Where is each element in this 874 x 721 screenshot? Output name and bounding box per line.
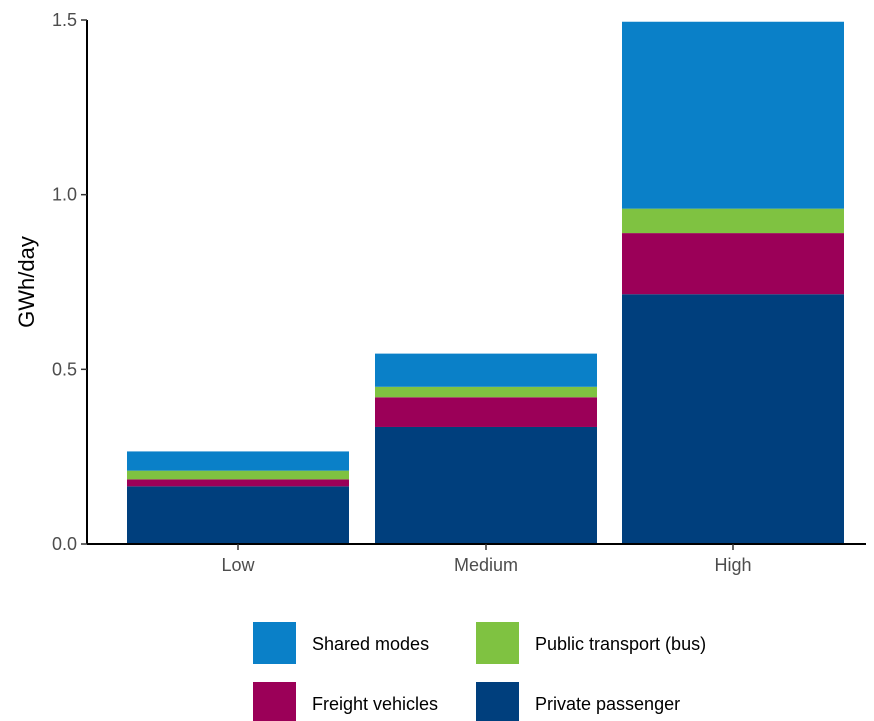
bar-high-public-transport-bus xyxy=(622,208,844,234)
bar-low-freight-vehicles xyxy=(127,479,349,487)
legend-swatch xyxy=(476,682,519,721)
bars-group xyxy=(127,21,844,544)
bar-low-shared-modes xyxy=(127,451,349,471)
legend-swatch xyxy=(253,622,296,664)
legend-label: Shared modes xyxy=(312,634,429,654)
legend-label: Public transport (bus) xyxy=(535,634,706,654)
bar-medium-private-passenger xyxy=(375,426,597,544)
x-tick-label: Medium xyxy=(454,555,518,575)
y-tick-label: 0.5 xyxy=(52,359,77,379)
bar-medium-public-transport-bus xyxy=(375,386,597,398)
y-tick-label: 1.0 xyxy=(52,185,77,205)
x-tick-label: High xyxy=(714,555,751,575)
axes-group xyxy=(86,20,866,545)
y-tick-label: 0.0 xyxy=(52,534,77,554)
legend-label: Private passenger xyxy=(535,694,680,714)
legend-swatch xyxy=(476,622,519,664)
bar-high-private-passenger xyxy=(622,294,844,544)
x-tick-label: Low xyxy=(221,555,255,575)
y-axis-title: GWh/day xyxy=(14,236,39,328)
x-ticks-group: Low Medium High xyxy=(221,544,752,575)
y-ticks-group: 0.0 0.5 1.0 1.5 xyxy=(52,10,87,554)
bar-low-public-transport-bus xyxy=(127,470,349,480)
bar-high-freight-vehicles xyxy=(622,233,844,295)
bar-medium-freight-vehicles xyxy=(375,397,597,427)
y-tick-label: 1.5 xyxy=(52,10,77,30)
bar-high-shared-modes xyxy=(622,21,844,209)
legend: Shared modes Public transport (bus) Freigh… xyxy=(253,622,706,721)
bar-low-private-passenger xyxy=(127,486,349,544)
bar-medium-shared-modes xyxy=(375,353,597,387)
legend-swatch xyxy=(253,682,296,721)
legend-label: Freight vehicles xyxy=(312,694,438,714)
